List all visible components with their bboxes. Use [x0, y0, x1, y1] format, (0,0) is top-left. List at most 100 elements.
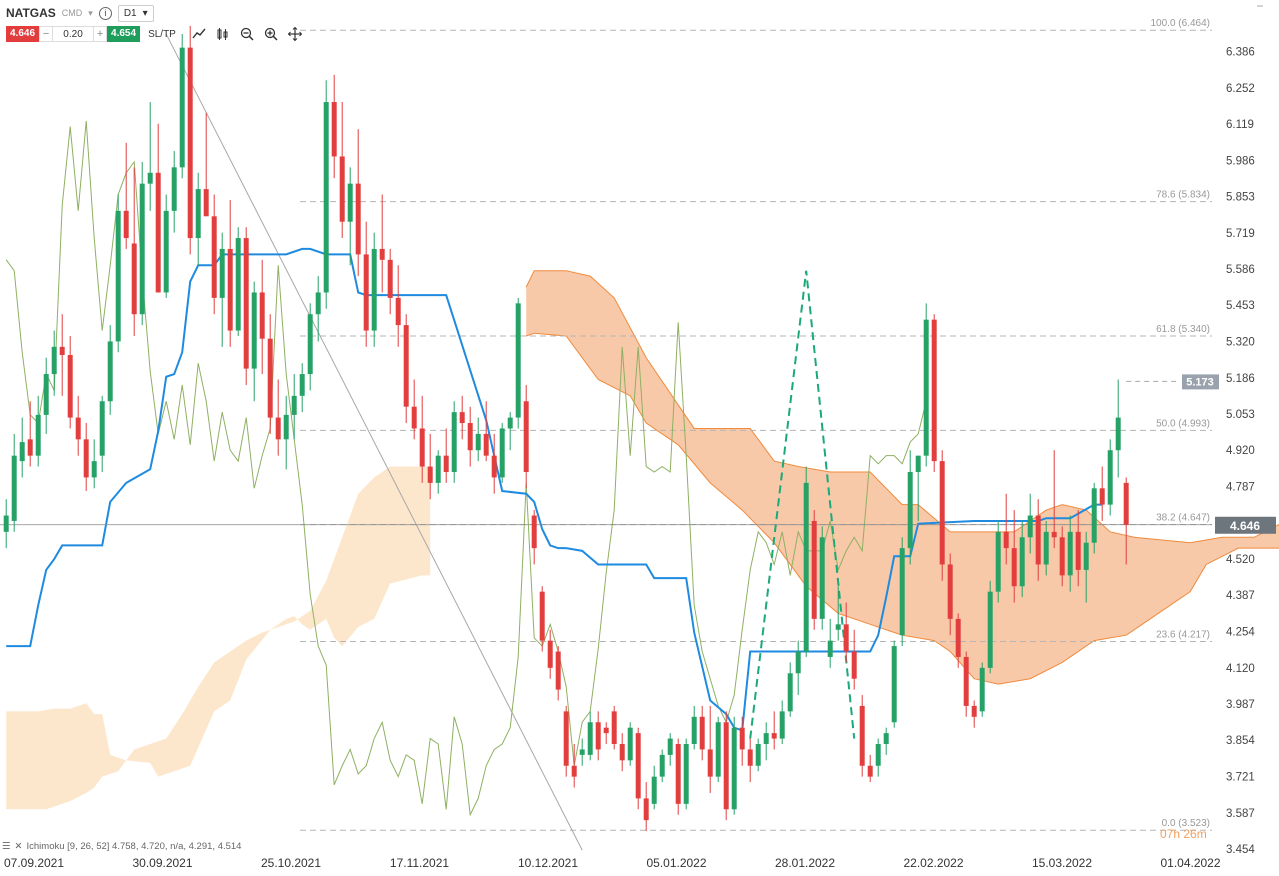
- y-tick-label: 6.386: [1226, 46, 1255, 58]
- candle-body: [739, 727, 745, 750]
- candle-body: [235, 238, 241, 331]
- quantity-input[interactable]: 0.20: [53, 26, 94, 42]
- candle-body: [355, 183, 361, 255]
- candle-body: [299, 374, 305, 396]
- candle-body: [955, 618, 961, 657]
- candle-body: [571, 765, 577, 777]
- candle-body: [1091, 488, 1097, 543]
- candle-body: [611, 711, 617, 745]
- buy-price-button[interactable]: 4.654: [107, 26, 141, 42]
- ichimoku-legend-text: Ichimoku [9, 26, 52] 4.758, 4.720, n/a, …: [26, 841, 242, 852]
- candle-body: [67, 355, 73, 418]
- candles-icon[interactable]: [216, 27, 230, 41]
- x-tick-label: 01.04.2022: [1160, 856, 1220, 870]
- instrument-symbol[interactable]: NATGAS: [6, 6, 56, 20]
- candle-body: [507, 417, 513, 429]
- candle-body: [1075, 531, 1081, 570]
- candle-body: [163, 210, 169, 293]
- candle-body: [723, 722, 729, 810]
- candle-body: [443, 455, 449, 472]
- candle-body: [1059, 537, 1065, 576]
- candle-body: [683, 744, 689, 804]
- candle-body: [875, 744, 881, 766]
- candle-body: [803, 482, 809, 652]
- candle-body: [219, 248, 225, 298]
- symbol-dropdown-icon[interactable]: ▾: [88, 7, 93, 18]
- x-tick-label: 05.01.2022: [646, 856, 706, 870]
- candle-body: [43, 374, 49, 415]
- candle-body: [667, 738, 673, 755]
- candle-body: [123, 210, 129, 239]
- candle-body: [827, 640, 833, 657]
- candle-body: [1123, 482, 1129, 525]
- quantity-decrease-button[interactable]: −: [39, 26, 54, 42]
- line-chart-icon[interactable]: [192, 27, 206, 41]
- y-tick-label: 6.252: [1226, 83, 1255, 95]
- timeframe-select[interactable]: D1 ▾: [117, 4, 154, 22]
- cloud-segment: [526, 270, 1279, 685]
- candle-body: [491, 455, 497, 478]
- marker-price-label: 5.173: [1186, 376, 1214, 388]
- candle-body: [691, 716, 697, 745]
- fib-level-label: 0.0 (3.523): [1162, 818, 1210, 829]
- candle-body: [787, 673, 793, 712]
- ichimoku-cloud: [6, 270, 1279, 810]
- candle-body: [51, 346, 57, 375]
- candle-body: [203, 189, 209, 217]
- candle-body: [707, 749, 713, 777]
- candle-body: [211, 216, 217, 298]
- x-tick-label: 30.09.2021: [132, 856, 192, 870]
- y-tick-label: 5.586: [1226, 264, 1255, 276]
- move-icon[interactable]: [287, 27, 302, 41]
- candle-body: [587, 722, 593, 755]
- candle-body: [243, 238, 249, 369]
- zoom-out-icon[interactable]: [240, 27, 254, 41]
- senkou-b-line: [526, 332, 1279, 685]
- x-tick-label: 15.03.2022: [1032, 856, 1092, 870]
- candle-body: [1099, 488, 1105, 505]
- candle-body: [19, 442, 25, 462]
- info-icon[interactable]: i: [98, 6, 112, 20]
- quantity-increase-button[interactable]: +: [93, 26, 108, 42]
- settings-icon[interactable]: ☰: [2, 841, 11, 852]
- candle-body: [1035, 515, 1041, 565]
- candle-body: [947, 564, 953, 619]
- y-tick-label: 5.453: [1226, 300, 1255, 312]
- fib-level-label: 100.0 (6.464): [1151, 18, 1211, 29]
- candle-body: [475, 433, 481, 451]
- candle-body: [187, 47, 193, 239]
- candle-body: [779, 711, 785, 739]
- candle-body: [291, 395, 297, 415]
- candle-body: [259, 292, 265, 339]
- candle-body: [555, 651, 561, 690]
- x-tick-label: 25.10.2021: [261, 856, 321, 870]
- candle-body: [851, 651, 857, 679]
- candle-body: [1011, 548, 1017, 587]
- candle-body: [339, 156, 345, 222]
- candle-body: [971, 705, 977, 717]
- close-icon[interactable]: ✕: [14, 841, 23, 852]
- candle-body: [363, 254, 369, 331]
- candle-body: [91, 461, 97, 478]
- candle-body: [531, 515, 537, 549]
- x-tick-label: 10.12.2021: [518, 856, 578, 870]
- candle-body: [3, 515, 9, 532]
- y-tick-label: 3.587: [1226, 808, 1255, 820]
- sell-price-button[interactable]: 4.646: [6, 26, 40, 42]
- candle-body: [867, 765, 873, 777]
- chevron-down-icon: ▾: [142, 7, 148, 19]
- zoom-in-icon[interactable]: [264, 27, 278, 41]
- fib-level-label: 38.2 (4.647): [1156, 512, 1210, 523]
- trend-line: [165, 33, 583, 851]
- fibonacci-levels: 100.0 (6.464) 78.6 (5.834) 61.8 (5.340) 50.…: [300, 18, 1212, 831]
- fib-level-label: 50.0 (4.993): [1156, 418, 1210, 429]
- sltp-button[interactable]: SL/TP: [148, 28, 176, 40]
- candle-body: [435, 455, 441, 483]
- candle-body: [107, 341, 113, 402]
- candle-body: [483, 433, 489, 456]
- candle-body: [179, 47, 185, 168]
- x-tick-label: 22.02.2022: [903, 856, 963, 870]
- candle-body: [755, 744, 761, 766]
- pattern-line: [749, 270, 856, 739]
